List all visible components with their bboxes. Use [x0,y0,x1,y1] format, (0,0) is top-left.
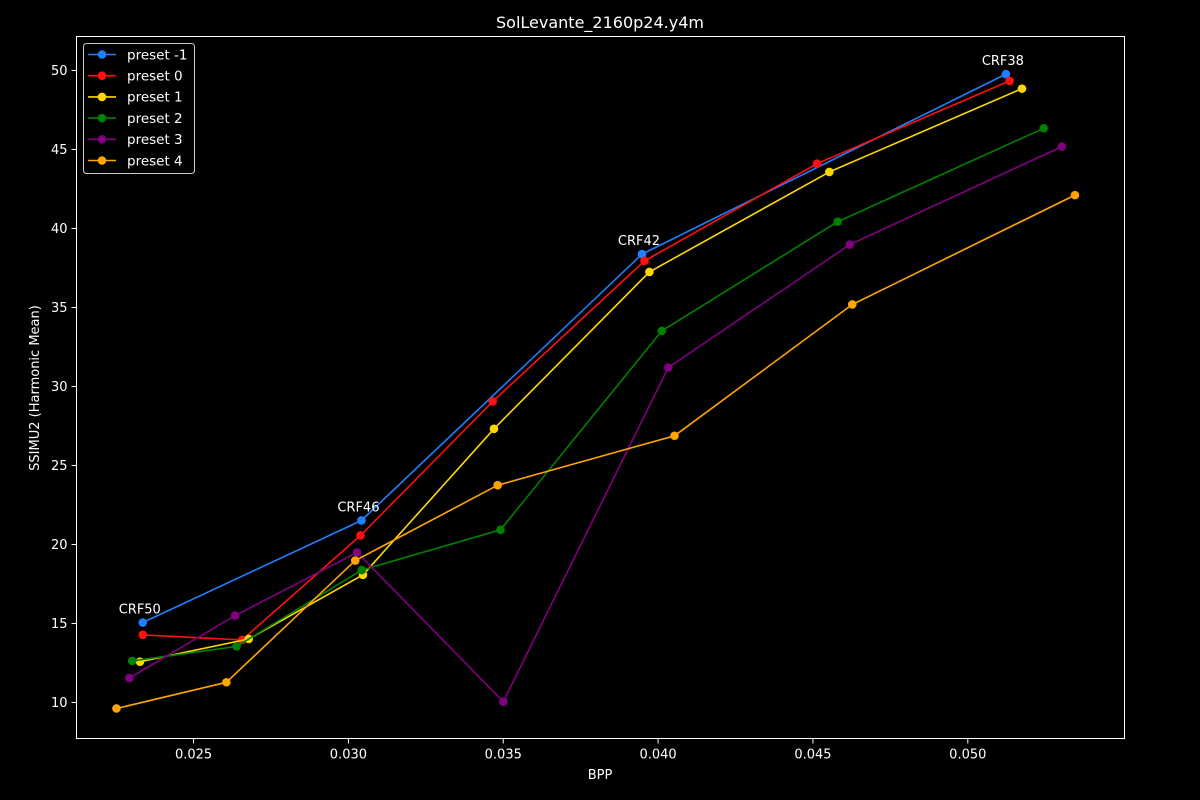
y-tick-label: 50 [51,64,68,79]
annotation-label: CRF38 [982,54,1024,69]
legend-entry: preset 3 [88,132,183,148]
y-axis-label: SSIMU2 (Harmonic Mean) [28,305,43,471]
legend-swatch-marker [97,50,107,59]
data-point [357,516,366,525]
data-point [350,556,360,565]
data-point [1001,69,1011,79]
y-tick-label: 40 [51,222,68,237]
data-point [657,326,667,336]
data-point [232,642,241,651]
x-tick-label: 0.045 [794,748,831,763]
data-point [125,673,134,683]
legend-entry: preset 2 [88,111,183,127]
y-tick-label: 15 [51,617,68,632]
data-point [112,704,121,713]
data-point [498,697,508,706]
data-point [812,159,822,168]
legend-label: preset 4 [127,153,183,169]
x-tick-label: 0.035 [485,748,522,763]
legend-label: preset -1 [127,47,188,63]
data-point [352,548,362,557]
series-layer [112,69,1080,713]
data-point [1070,190,1080,200]
data-point [637,249,647,259]
data-point [138,618,148,627]
data-point [645,267,654,277]
legend-label: preset 0 [127,69,183,85]
x-axis-label: BPP [588,768,613,783]
data-point [1017,84,1027,93]
legend-entry: preset 1 [88,90,183,106]
data-point [1057,142,1067,151]
data-point [670,431,679,441]
y-axis: 10 15 20 25 30 35 40 45 50 [51,64,77,711]
legend-entry: preset 4 [88,153,183,169]
y-tick-label: 25 [51,459,68,474]
data-point [496,525,505,535]
data-point [222,677,231,687]
y-tick-label: 20 [51,538,68,553]
data-point [833,217,843,226]
legend-swatch-marker [97,71,107,80]
data-point [357,565,367,575]
legend-swatch-marker [97,92,107,102]
data-point [1039,123,1048,133]
data-point [356,531,365,540]
legend-label: preset 3 [127,132,183,148]
annotations: CRF50 CRF46 CRF42 CRF38 [119,54,1024,617]
y-tick-label: 45 [51,143,68,158]
series-line [142,73,1007,624]
data-point [127,656,137,666]
x-tick-label: 0.050 [949,748,986,763]
data-point [1005,76,1014,86]
legend-label: preset 1 [127,90,183,106]
data-point [489,424,499,434]
axes-frame [76,36,1125,739]
series-0 [138,69,1011,627]
plot-area [76,36,1125,739]
data-point [825,167,834,177]
annotation-label: CRF50 [119,603,161,618]
data-point [664,363,673,372]
data-point [488,397,498,406]
x-tick-label: 0.030 [330,748,367,763]
x-tick-label: 0.040 [639,748,676,763]
series-3 [127,123,1048,666]
data-point [493,480,502,490]
annotation-label: CRF46 [337,500,379,515]
annotation-label: CRF42 [618,234,660,249]
y-tick-label: 10 [51,696,68,711]
data-point [847,300,857,309]
y-tick-label: 35 [51,301,68,316]
data-point [230,611,240,620]
series-5 [112,190,1080,713]
y-tick-label: 30 [51,380,68,395]
chart-title: SolLevante_2160p24.y4m [496,13,704,33]
legend-swatch-marker [97,113,107,123]
data-point [845,240,855,249]
legend-entry: preset 0 [88,69,183,85]
data-point [640,256,649,266]
x-tick-label: 0.025 [175,748,212,763]
series-4 [125,142,1067,706]
x-axis: 0.025 0.030 0.035 0.040 0.045 0.050 [175,738,986,763]
legend-swatch-marker [97,135,107,144]
legend-swatch-marker [97,156,107,165]
legend-label: preset 2 [127,111,183,127]
legend-entry: preset -1 [88,47,188,63]
legend: preset -1 preset 0 preset 1 preset 2 preset … [83,43,195,174]
data-point [138,630,148,640]
